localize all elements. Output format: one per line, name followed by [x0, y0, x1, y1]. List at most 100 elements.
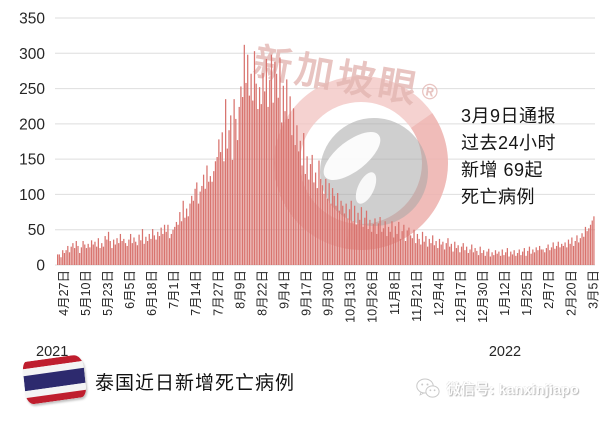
annotation-line: 过去24小时 — [461, 133, 557, 153]
bar — [572, 245, 575, 265]
bar — [162, 233, 164, 265]
bar — [184, 217, 186, 265]
bar — [264, 91, 266, 265]
bar — [333, 195, 335, 265]
bar — [250, 73, 252, 265]
bar — [267, 106, 269, 265]
bar — [208, 181, 210, 265]
bar — [75, 241, 77, 265]
bar — [433, 245, 436, 265]
bar — [318, 160, 320, 265]
bar — [316, 188, 318, 265]
bar — [491, 252, 493, 265]
bar — [199, 191, 201, 265]
x-tick-label: 9月17日 — [300, 270, 314, 316]
bar — [505, 252, 507, 265]
x-tick-label: 4月27日 — [57, 270, 71, 316]
bar — [342, 205, 344, 265]
x-tick-label: 10月13日 — [344, 270, 358, 323]
bar — [197, 203, 200, 265]
bar — [462, 243, 464, 265]
bar — [486, 251, 488, 265]
bar — [415, 243, 417, 265]
bar — [330, 203, 332, 265]
bar — [325, 178, 327, 265]
y-tick-label: 300 — [19, 46, 45, 63]
x-tick-label: 2月7日 — [542, 270, 556, 309]
x-tick-label: 12月17日 — [454, 270, 468, 323]
y-tick-label: 250 — [19, 81, 45, 98]
bar — [399, 238, 402, 265]
bar — [67, 245, 69, 265]
bar — [179, 212, 181, 265]
bar — [313, 182, 315, 265]
x-tick-label: 12月30日 — [476, 270, 490, 323]
bar — [423, 241, 425, 265]
bar — [235, 118, 237, 265]
y-tick-label: 0 — [36, 258, 45, 275]
bar — [593, 216, 595, 265]
bar — [547, 244, 549, 265]
bar — [552, 242, 554, 265]
bar — [355, 224, 357, 265]
bar — [555, 245, 558, 265]
bar — [467, 253, 469, 265]
bar — [488, 248, 490, 265]
bar — [68, 252, 71, 265]
bar — [450, 243, 452, 265]
watermark-ring-shade — [274, 76, 448, 250]
bar — [314, 172, 317, 265]
bar — [225, 99, 227, 265]
bar — [566, 247, 568, 265]
bar — [282, 85, 284, 265]
bar — [228, 130, 230, 265]
bar — [138, 234, 140, 265]
bar — [63, 253, 66, 265]
bar — [578, 242, 580, 265]
bar — [258, 87, 261, 265]
bar — [292, 108, 295, 265]
bar — [477, 255, 480, 265]
bar — [469, 249, 471, 265]
bar — [211, 181, 213, 265]
bar — [432, 235, 434, 265]
bar — [152, 229, 154, 265]
bar — [357, 212, 359, 265]
bar — [345, 203, 347, 265]
y-tick-label: 50 — [28, 222, 46, 239]
bar — [255, 83, 257, 265]
annotation-line: 死亡病例 — [461, 187, 535, 207]
bar — [299, 140, 301, 265]
bar — [160, 227, 162, 265]
bar — [437, 248, 439, 265]
bar — [579, 238, 581, 265]
bar — [102, 246, 105, 265]
bar — [335, 205, 337, 265]
bar — [421, 231, 424, 265]
bar — [106, 239, 108, 265]
bar — [525, 255, 527, 265]
bar — [411, 238, 413, 265]
bar — [243, 44, 245, 265]
bar — [530, 253, 532, 265]
bar — [347, 218, 349, 265]
bar — [401, 231, 403, 265]
bar — [410, 235, 412, 265]
bar — [119, 233, 122, 265]
bar — [230, 115, 232, 265]
x-tick-label: 8月22日 — [255, 270, 269, 316]
bar — [236, 140, 239, 265]
bar — [284, 111, 286, 266]
bar — [520, 255, 522, 265]
bar — [321, 185, 324, 265]
bar — [157, 231, 159, 265]
bar — [479, 246, 481, 265]
bar — [454, 241, 456, 265]
bar — [562, 245, 564, 265]
bar — [522, 251, 524, 265]
bar — [252, 100, 254, 265]
bar — [311, 154, 313, 265]
bar — [452, 251, 454, 265]
bar — [163, 224, 166, 265]
bar — [303, 133, 305, 265]
